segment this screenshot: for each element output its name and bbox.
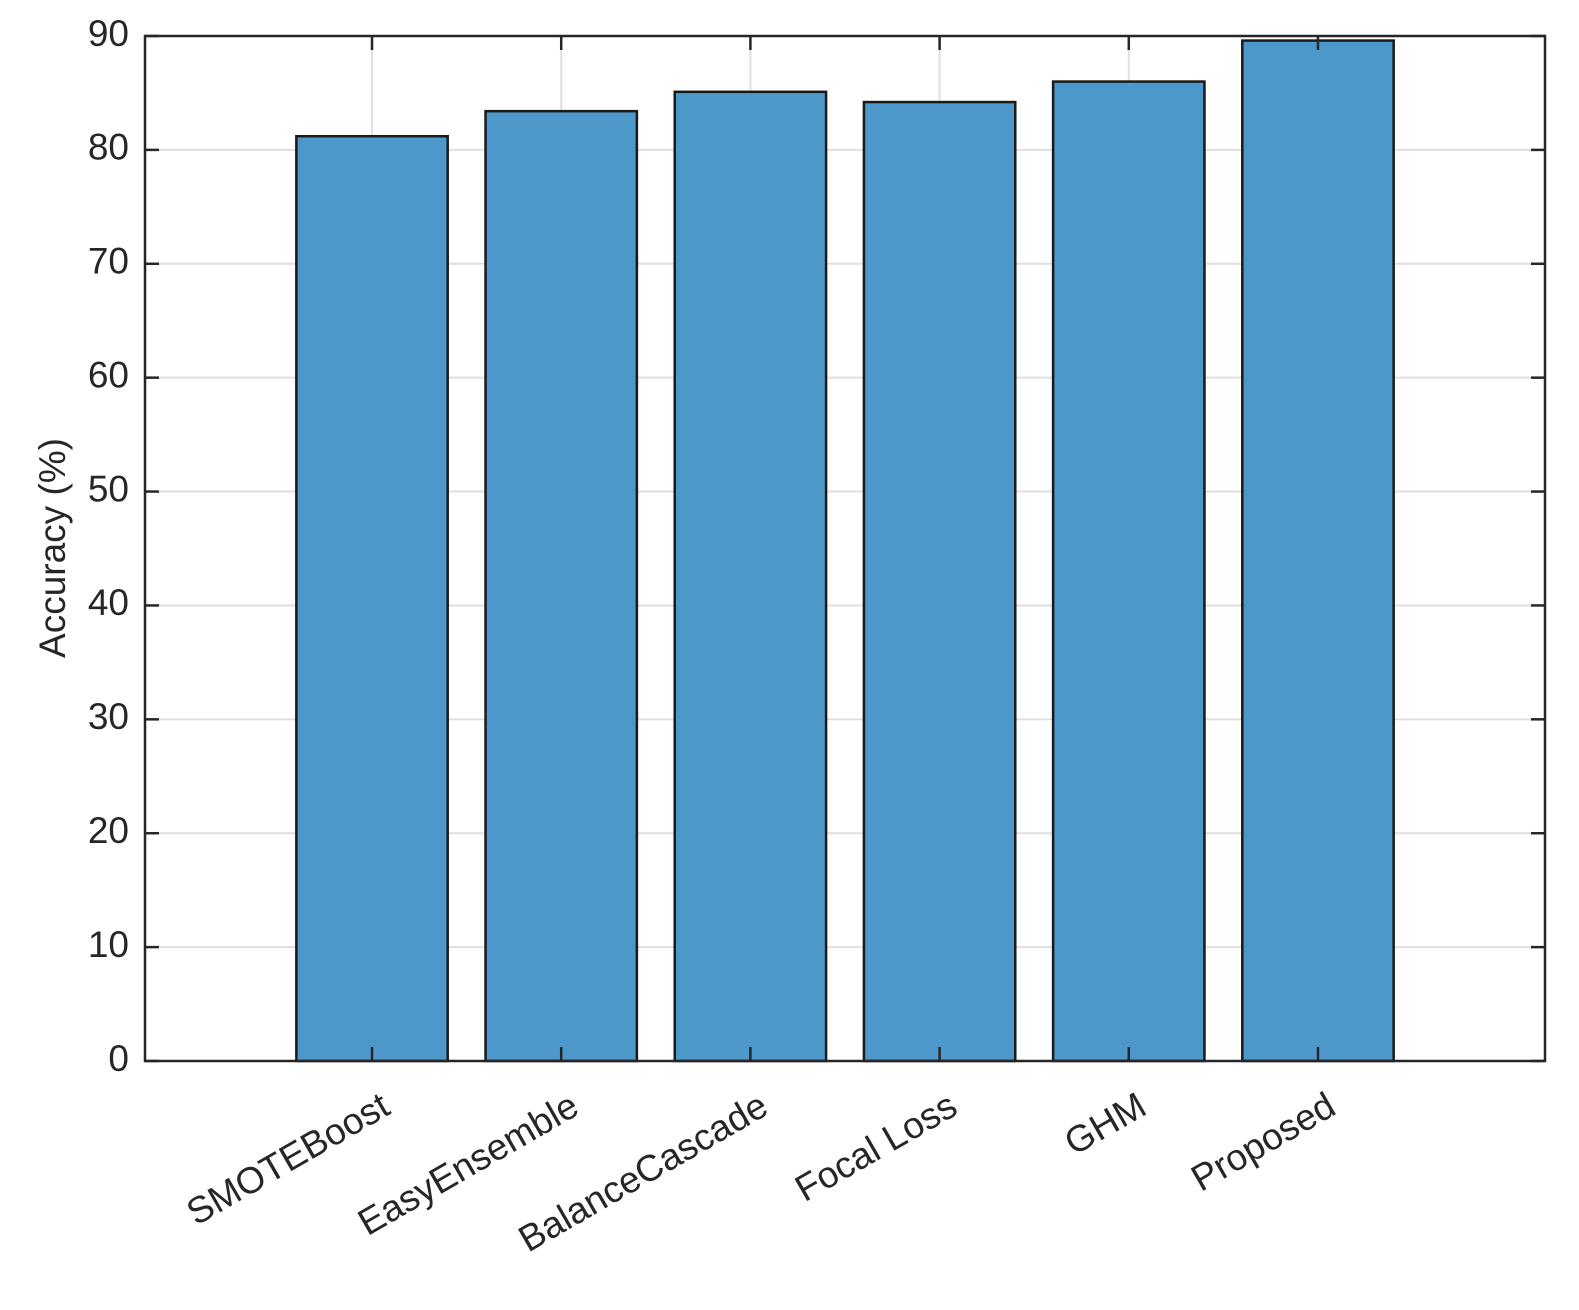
bar [862, 100, 1017, 1063]
bar [1051, 80, 1206, 1063]
bar [484, 109, 639, 1063]
y-tick-label: 70 [88, 241, 129, 282]
y-tick-label: 20 [88, 810, 129, 851]
bar [1241, 39, 1395, 1063]
y-tick-label: 50 [88, 468, 129, 509]
bar [295, 134, 449, 1063]
y-tick-label: 60 [88, 354, 129, 395]
y-axis-label: Accuracy (%) [32, 438, 73, 658]
y-tick-label: 30 [88, 696, 129, 737]
x-tick-label: Focal Loss [788, 1084, 963, 1209]
y-tick-label: 80 [88, 127, 129, 168]
bar [673, 90, 828, 1063]
x-tick-label: Proposed [1184, 1084, 1342, 1199]
x-tick-label: GHM [1058, 1084, 1153, 1163]
y-tick-label: 10 [88, 924, 129, 965]
y-tick-label: 0 [108, 1038, 129, 1079]
y-tick-label: 40 [88, 582, 129, 623]
y-tick-label: 90 [88, 13, 129, 54]
plot-frame [143, 34, 1547, 1063]
